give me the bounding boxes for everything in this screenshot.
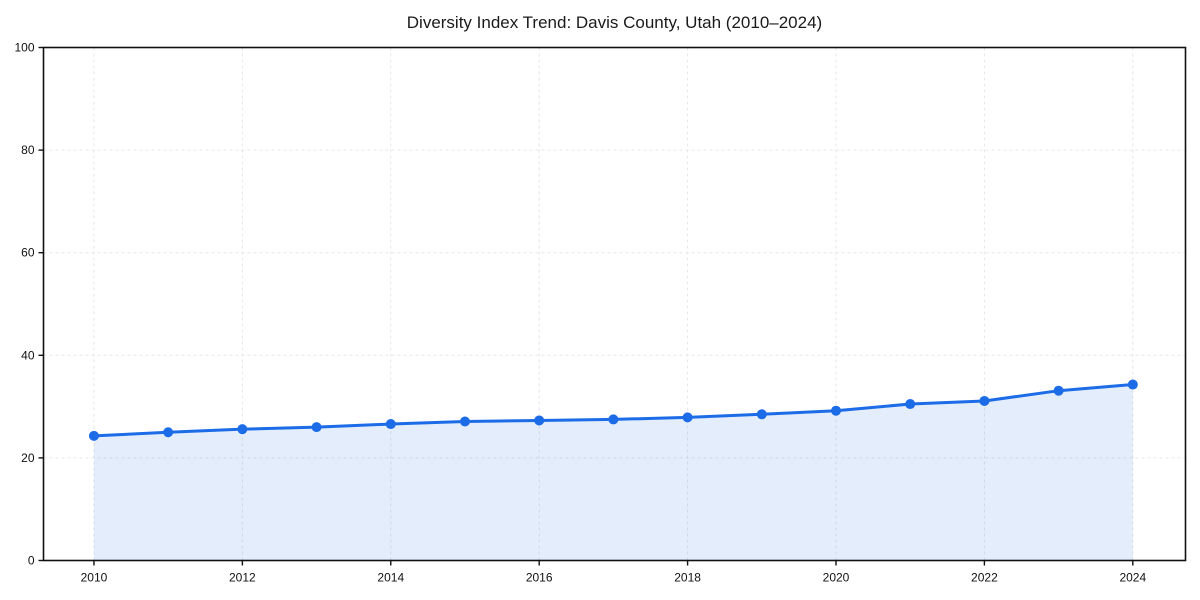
x-axis-tick-label: 2014	[377, 571, 404, 585]
data-point-marker	[459, 416, 470, 427]
plot-border	[42, 46, 1187, 562]
y-axis-tick-label: 0	[28, 554, 35, 568]
data-point-marker	[979, 395, 990, 406]
y-axis-tick-label: 60	[21, 246, 35, 260]
chart-title: Diversity Index Trend: Davis County, Uta…	[406, 13, 823, 32]
x-axis-tick-label: 2018	[674, 571, 701, 585]
data-point-marker	[385, 419, 396, 430]
data-point-marker	[88, 430, 99, 441]
x-axis-tick-label: 2016	[526, 571, 553, 585]
y-axis-tick-label: 20	[21, 451, 35, 465]
x-axis-tick-label: 2024	[1119, 571, 1146, 585]
data-point-marker	[534, 415, 545, 426]
data-point-marker	[163, 427, 174, 438]
x-axis-tick-label: 2012	[229, 571, 256, 585]
data-point-marker	[1127, 379, 1138, 390]
y-axis-tick-label: 80	[21, 143, 35, 157]
data-point-marker	[756, 409, 767, 420]
x-axis-tick-label: 2020	[823, 571, 850, 585]
x-axis-tick-label: 2010	[81, 571, 108, 585]
x-axis-tick-label: 2022	[971, 571, 998, 585]
data-point-marker	[608, 414, 619, 425]
area-fill	[93, 384, 1133, 561]
data-point-marker	[311, 422, 322, 433]
data-point-marker	[237, 424, 248, 435]
data-point-marker	[830, 405, 841, 416]
data-point-marker	[905, 399, 916, 410]
y-axis-tick-label: 40	[21, 348, 35, 362]
data-point-marker	[682, 412, 693, 423]
y-axis-tick-label: 100	[14, 41, 34, 55]
data-point-marker	[1053, 385, 1064, 396]
